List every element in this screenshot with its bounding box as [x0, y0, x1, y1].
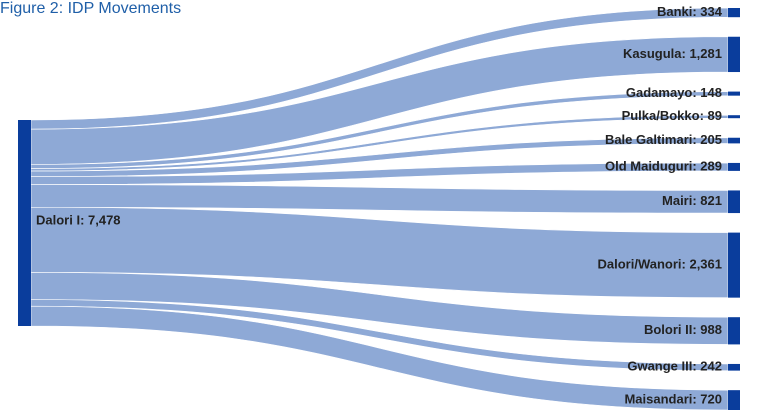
node-label-bolori-ii: Bolori II: 988 [644, 322, 722, 337]
node-gadamayo [728, 91, 740, 96]
link-gwange-iii [30, 299, 729, 371]
flow-links [30, 7, 729, 411]
node-mairi [728, 190, 740, 214]
node-labels: Dalori I: 7,478 Banki: 334 Kasugula: 1,281… [36, 4, 723, 406]
node-label-gwange-iii: Gwange III: 242 [627, 359, 722, 374]
node-label-old-maiduguri: Old Maiduguri: 289 [605, 158, 722, 173]
link-old-maiduguri [30, 162, 729, 185]
flow-nodes [18, 8, 740, 410]
node-kasugula [728, 36, 740, 73]
figure-title: Figure 2: IDP Movements [0, 0, 182, 17]
link-banki [30, 7, 729, 130]
node-bolori-ii [728, 317, 740, 345]
node-dalori-wanori [728, 232, 740, 298]
node-dalori-i [18, 120, 31, 326]
node-label-pulka-bokko: Pulka/Bokko: 89 [622, 108, 722, 123]
node-gwange-iii [728, 363, 740, 371]
node-label-mairi: Mairi: 821 [662, 193, 722, 208]
node-pulka-bokko [728, 115, 740, 119]
node-label-gadamayo: Gadamayo: 148 [626, 85, 722, 100]
link-dalori-wanori [30, 206, 729, 298]
node-label-dalori-wanori: Dalori/Wanori: 2,361 [598, 257, 723, 272]
link-pulka-bokko [30, 114, 729, 172]
node-label-banki: Banki: 334 [657, 4, 723, 19]
node-maisandari [728, 390, 740, 410]
node-label-kasugula: Kasugula: 1,281 [623, 46, 722, 61]
node-label-dalori-i: Dalori I: 7,478 [36, 212, 121, 227]
node-banki [728, 8, 740, 18]
node-label-maisandari: Maisandari: 720 [624, 392, 722, 407]
node-label-bale-galtimari: Bale Galtimari: 205 [605, 132, 722, 147]
node-bale-galtimari [728, 137, 740, 144]
node-old-maiduguri [728, 162, 740, 171]
